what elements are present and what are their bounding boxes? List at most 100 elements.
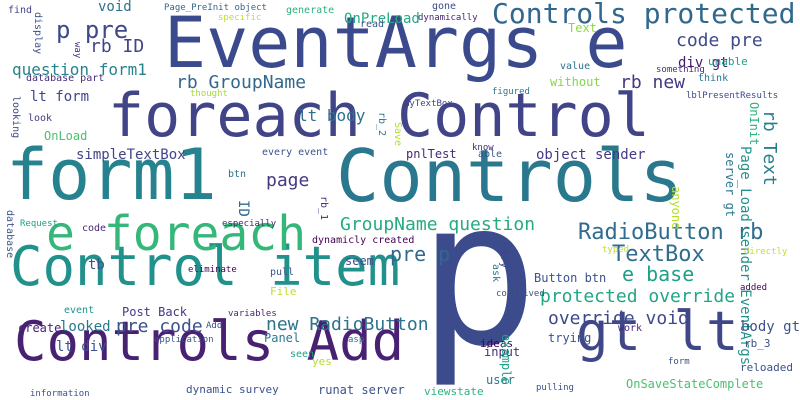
cloud-word: example [499, 334, 513, 385]
cloud-word: looked [60, 319, 111, 335]
cloud-word: look [28, 113, 53, 124]
cloud-word: Controls [336, 134, 683, 218]
cloud-word: information [30, 389, 90, 399]
cloud-word: void [98, 0, 132, 15]
cloud-word: input [484, 345, 521, 359]
cloud-word: Controls Add [14, 310, 405, 373]
cloud-word: foreach Control [108, 81, 650, 151]
cloud-word: dynamically [418, 13, 478, 23]
cloud-word: p [418, 158, 539, 391]
cloud-word: simpleTextBox [76, 147, 186, 163]
cloud-word: lt form [30, 89, 90, 105]
cloud-word: myTextBox [404, 99, 453, 109]
cloud-word: display [32, 12, 43, 55]
cloud-word: OnInit [747, 102, 761, 146]
cloud-word: find [8, 5, 33, 16]
cloud-word: rb GroupName [176, 72, 307, 93]
cloud-word: Button btn [534, 271, 607, 285]
cloud-word: EventArgs e [164, 2, 628, 84]
cloud-word: RadioButton rb [578, 220, 764, 245]
cloud-word: specific [218, 13, 262, 23]
cloud-word: ideas [480, 337, 514, 350]
cloud-word: lblPresentResults [686, 91, 779, 101]
cloud-word: TextBox [612, 242, 705, 267]
cloud-word: body gt [741, 319, 800, 335]
cloud-word: form1 [6, 134, 217, 216]
cloud-word: user [486, 373, 515, 387]
cloud-word: trying [548, 331, 592, 345]
cloud-word: create [18, 321, 62, 335]
cloud-word: every event [262, 147, 329, 158]
cloud-word: generate [286, 5, 335, 16]
cloud-word: div gt [678, 55, 729, 71]
cloud-word: know [472, 143, 494, 153]
cloud-word: rb_3 [744, 337, 771, 350]
cloud-word: OnSaveStateComplete [626, 377, 764, 391]
cloud-word: Add [206, 321, 223, 331]
cloud-word: especially [222, 219, 277, 229]
cloud-word: seen [290, 349, 315, 360]
cloud-word: Page_Load sender EventArgs [737, 146, 753, 366]
cloud-word: OnLoad [44, 129, 88, 143]
cloud-word: figured [492, 87, 530, 97]
cloud-word: application [154, 335, 214, 345]
cloud-word: gone [432, 1, 457, 12]
cloud-word: way [72, 42, 82, 59]
cloud-word: dynamicly created [312, 235, 415, 246]
cloud-word: gt lt [576, 300, 739, 363]
cloud-word: pull [270, 267, 295, 278]
cloud-word: lt body [298, 106, 366, 125]
cloud-word: e base [622, 262, 695, 286]
cloud-word: protected override [540, 286, 736, 307]
cloud-word: Text [568, 21, 597, 35]
cloud-word: Control item [10, 235, 401, 298]
cloud-word: code [82, 223, 107, 234]
cloud-word: contrived [496, 289, 545, 299]
cloud-word: rb new [620, 72, 686, 93]
cloud-word: event [64, 305, 95, 316]
cloud-word: rb ID [90, 36, 145, 57]
cloud-word: runat server [318, 383, 405, 397]
cloud-word: thought [190, 89, 228, 99]
cloud-word: yes [312, 355, 332, 368]
cloud-word: reloaded [740, 361, 793, 374]
cloud-word: pre code [116, 316, 203, 337]
cloud-word: rb_1 [318, 196, 329, 221]
cloud-word: typed [602, 245, 630, 255]
cloud-word: Controls protected [492, 0, 796, 30]
cloud-word: able [478, 149, 503, 160]
cloud-word: read [360, 19, 385, 30]
cloud-word: variables [228, 309, 277, 319]
cloud-word: Page_PreInit object [164, 3, 267, 13]
cloud-word: form [668, 357, 690, 367]
cloud-word: code pre [676, 30, 763, 51]
cloud-word: Save [392, 122, 403, 147]
cloud-word: database [4, 210, 15, 259]
cloud-word: btn [228, 169, 247, 180]
cloud-word: eliminate [188, 265, 237, 275]
cloud-word: value [560, 61, 591, 72]
cloud-word: viewstate [424, 385, 484, 398]
cloud-word: pre p [390, 242, 451, 266]
cloud-word: page [266, 170, 310, 191]
cloud-word: Post Back [122, 305, 188, 319]
cloud-word: looking [10, 96, 21, 139]
cloud-word: rb_2 [376, 112, 387, 137]
cloud-word: ask [490, 264, 501, 283]
cloud-word: without [550, 75, 601, 89]
cloud-word: seem [345, 254, 374, 268]
cloud-word: tb [88, 257, 105, 273]
cloud-word: Panel [264, 331, 301, 345]
cloud-word: lt div [56, 339, 107, 355]
cloud-word: try [498, 250, 509, 269]
cloud-word: pnlTest [406, 147, 457, 161]
cloud-word: OnPreLoad [344, 11, 420, 27]
cloud-word: Request [20, 219, 58, 229]
cloud-word: anyone [669, 186, 683, 230]
cloud-word: added [740, 283, 768, 293]
cloud-word: pulling [536, 383, 574, 393]
cloud-word: database part [26, 73, 105, 84]
cloud-word: new RadioButton [266, 314, 429, 335]
cloud-word: e foreach [46, 206, 307, 262]
